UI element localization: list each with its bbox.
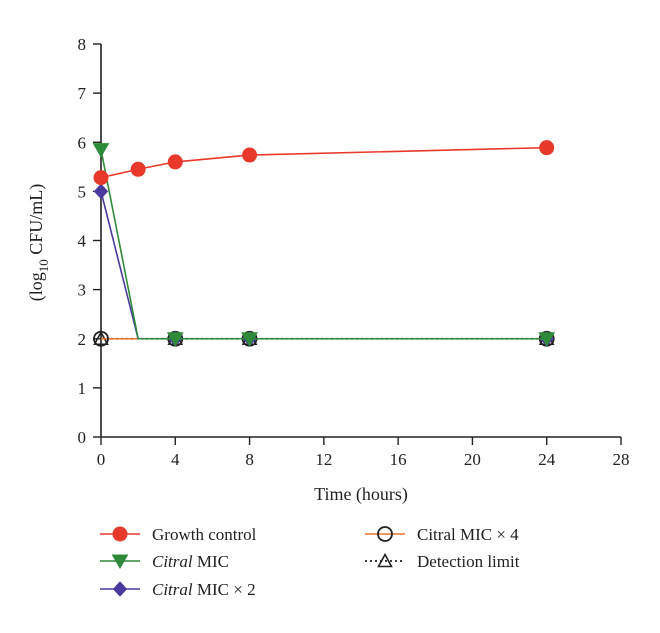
legend-item-detection-limit: Detection limit <box>365 552 520 571</box>
series-citral-mic-2 <box>93 183 554 347</box>
y-tick-label: 3 <box>78 281 87 300</box>
series-growth-control <box>93 140 555 186</box>
y-axis-title-suffix: CFU/mL) <box>26 184 47 260</box>
x-tick-label: 4 <box>171 450 180 469</box>
x-tick-label: 16 <box>390 450 407 469</box>
y-axis-title-subscript: 10 <box>36 259 51 272</box>
legend-label-italic: Citral <box>152 580 193 599</box>
x-tick-label: 24 <box>538 450 556 469</box>
x-tick-label: 28 <box>613 450 630 469</box>
x-tick-label: 20 <box>464 450 481 469</box>
data-point-growth-control <box>539 140 555 156</box>
legend-item-citral-mic-2: Citral MIC × 2 <box>100 580 256 599</box>
legend-swatch-marker <box>112 526 128 542</box>
y-tick-label: 2 <box>78 330 87 349</box>
x-axis-title: Time (hours) <box>314 484 408 505</box>
legend-item-growth-control: Growth control <box>100 525 257 544</box>
data-point-citral-mic <box>166 332 184 347</box>
legend-swatch-marker <box>112 581 128 597</box>
data-point-growth-control <box>242 147 258 163</box>
legend-label: Citral MIC <box>152 552 229 571</box>
y-tick-label: 0 <box>78 428 87 447</box>
series-line-citral-mic <box>100 149 547 340</box>
series-citral-mic <box>92 143 556 347</box>
series-line-citral-mic-2 <box>100 191 547 340</box>
y-tick-label: 5 <box>78 182 87 201</box>
legend-label-italic: Citral <box>152 552 193 571</box>
y-axis-title-prefix: (log <box>26 272 47 301</box>
y-tick-label: 7 <box>78 84 87 103</box>
y-tick-label: 6 <box>78 133 87 152</box>
data-point-citral-mic-2 <box>93 183 109 200</box>
legend-swatch-marker <box>377 552 393 568</box>
x-tick-label: 12 <box>315 450 332 469</box>
data-point-citral-mic-4 <box>93 330 109 347</box>
legend-swatch-marker <box>111 554 129 570</box>
x-tick-label: 8 <box>245 450 254 469</box>
legend-label: Citral MIC × 4 <box>417 525 519 544</box>
y-tick-label: 4 <box>78 232 87 251</box>
y-tick-label: 8 <box>78 35 87 54</box>
series-layer <box>92 140 556 347</box>
data-point-growth-control <box>167 154 183 170</box>
data-point-citral-mic <box>538 332 556 347</box>
data-point-citral-mic <box>92 143 110 158</box>
legend-label: Citral MIC × 2 <box>152 580 256 599</box>
legend-swatch-marker <box>377 526 393 542</box>
legend-label: Growth control <box>152 525 257 544</box>
legend-label: Detection limit <box>417 552 520 571</box>
legend-label-rest: MIC <box>193 552 229 571</box>
y-tick-label: 1 <box>78 379 87 398</box>
legend-label-rest: MIC × 2 <box>193 580 256 599</box>
data-point-citral-mic <box>241 332 258 347</box>
x-tick-label: 0 <box>97 450 106 469</box>
data-point-growth-control <box>93 170 109 186</box>
legend-item-citral-mic-4: Citral MIC × 4 <box>365 525 519 544</box>
y-axis-title: (log10 CFU/mL) <box>26 184 51 302</box>
data-point-growth-control <box>130 161 146 177</box>
legend-item-citral-mic: Citral MIC <box>100 552 229 571</box>
